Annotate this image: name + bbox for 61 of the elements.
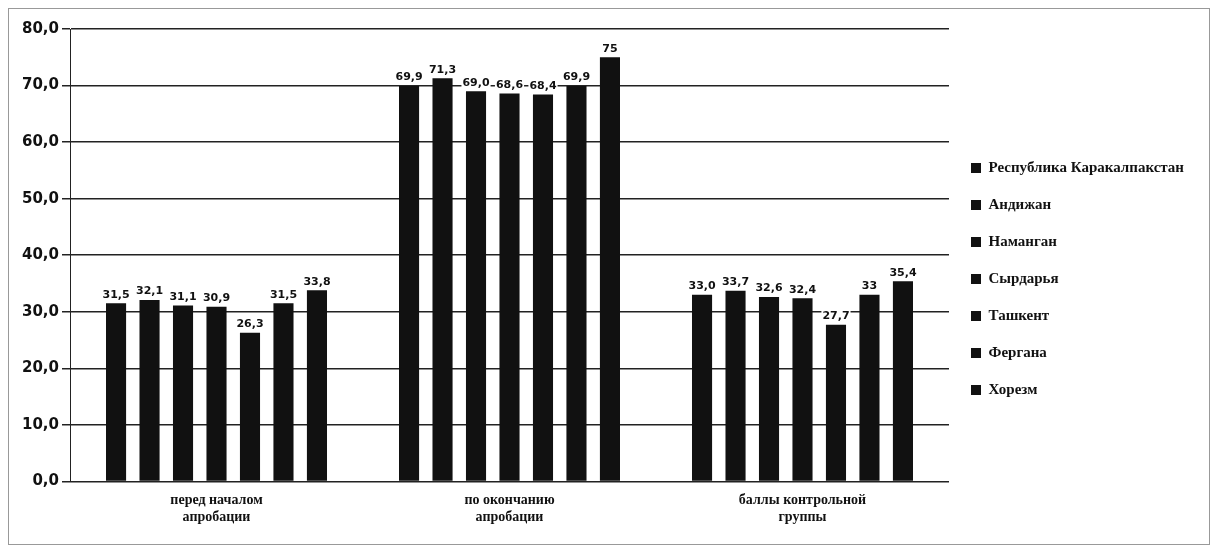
y-tick-label: 0,0 xyxy=(32,471,60,490)
data-label: 30,9 xyxy=(202,291,231,305)
data-label: 75 xyxy=(602,41,618,55)
legend-label: Андижан xyxy=(988,195,1052,212)
data-label: 32,1 xyxy=(135,284,164,298)
y-tick-label: 40,0 xyxy=(21,245,60,264)
bar xyxy=(139,299,160,481)
data-label: 69,0 xyxy=(462,75,490,89)
y-tick-label: 20,0 xyxy=(21,358,60,377)
data-label: 27,7 xyxy=(822,309,850,323)
data-label: 35,4 xyxy=(889,265,917,279)
bar xyxy=(306,290,328,481)
data-label: 31,1 xyxy=(169,289,197,303)
bar xyxy=(892,281,913,481)
data-label: 31,5 xyxy=(269,287,298,301)
bar xyxy=(692,294,713,481)
bar xyxy=(725,290,746,481)
y-tick-label: 10,0 xyxy=(21,414,60,433)
data-label: 31,5 xyxy=(102,287,130,301)
data-label: 33,8 xyxy=(303,274,331,288)
x-tick-label: по окончанию апробации xyxy=(464,492,555,525)
y-tick-label: 60,0 xyxy=(21,131,60,150)
legend-label: Республика Каракалпакстан xyxy=(988,158,1185,175)
data-label: 33,0 xyxy=(688,279,716,293)
bar xyxy=(465,91,487,481)
bar xyxy=(758,297,780,481)
y-tick-label: 30,0 xyxy=(21,301,60,320)
data-label: 32,4 xyxy=(788,282,817,296)
x-tick-label: перед началом апробации xyxy=(170,492,264,525)
bar xyxy=(566,86,587,481)
bar xyxy=(825,324,847,481)
bar xyxy=(239,332,261,481)
bar xyxy=(499,93,520,481)
legend-label: Фергана xyxy=(988,343,1048,360)
data-label: 69,9 xyxy=(395,70,423,84)
legend-label: Ташкент xyxy=(988,306,1050,323)
bar xyxy=(792,298,813,481)
data-label: 68,4 xyxy=(529,78,557,92)
y-tick-label: 70,0 xyxy=(21,75,60,94)
data-label: 26,3 xyxy=(236,317,264,331)
legend-label: Хорезм xyxy=(988,380,1038,397)
bar xyxy=(432,78,453,481)
legend-label: Сырдарья xyxy=(988,269,1059,286)
bar xyxy=(206,306,227,481)
bar xyxy=(273,303,294,481)
bar xyxy=(106,303,127,481)
data-label: 32,6 xyxy=(755,281,783,295)
data-label: 71,3 xyxy=(428,62,457,76)
legend-label: Наманган xyxy=(988,232,1058,249)
bar xyxy=(532,94,554,481)
bar xyxy=(859,294,880,481)
data-label: 68,6 xyxy=(495,77,524,91)
x-tick-label: баллы контрольной группы xyxy=(738,492,867,525)
y-tick-label: 50,0 xyxy=(21,188,60,207)
bar xyxy=(172,305,194,481)
data-label: 33 xyxy=(861,279,878,293)
data-label: 33,7 xyxy=(721,275,750,289)
data-label: 69,9 xyxy=(562,70,591,84)
y-tick-label: 80,0 xyxy=(21,18,60,37)
bar xyxy=(599,57,620,481)
bar xyxy=(399,86,420,481)
